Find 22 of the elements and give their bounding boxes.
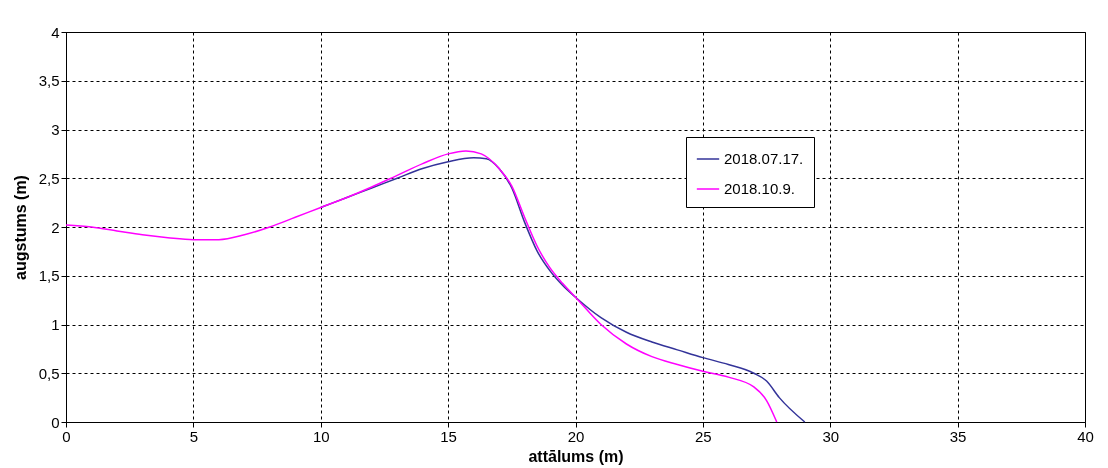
y-tick-label: 4 — [51, 23, 60, 41]
x-tick-label: 15 — [440, 427, 457, 445]
x-tick-label: 30 — [822, 427, 840, 445]
x-tick-label: 35 — [949, 427, 967, 445]
y-tick-label: 2 — [51, 218, 60, 236]
y-tick-label: 2,5 — [38, 169, 60, 187]
x-tick-label: 40 — [1077, 427, 1094, 445]
x-axis-title: attālums (m) — [528, 447, 624, 465]
y-tick-label: 0 — [51, 413, 60, 431]
y-axis-title: augstums (m) — [11, 175, 29, 280]
x-tick-label: 20 — [567, 427, 585, 445]
y-tick-label: 1,5 — [38, 267, 60, 285]
y-tick-label: 3 — [51, 121, 60, 138]
y-tick-label: 1 — [51, 316, 60, 333]
y-tick-label: 3,5 — [38, 72, 60, 90]
y-tick-label: 0,5 — [38, 364, 60, 382]
legend-label: 2018.10.9. — [724, 180, 795, 197]
x-tick-label: 0 — [62, 427, 71, 445]
x-tick-label: 25 — [695, 427, 712, 445]
x-tick-label: 5 — [189, 427, 199, 445]
legend-label: 2018.07.17. — [724, 150, 804, 167]
x-tick-label: 10 — [312, 427, 330, 445]
